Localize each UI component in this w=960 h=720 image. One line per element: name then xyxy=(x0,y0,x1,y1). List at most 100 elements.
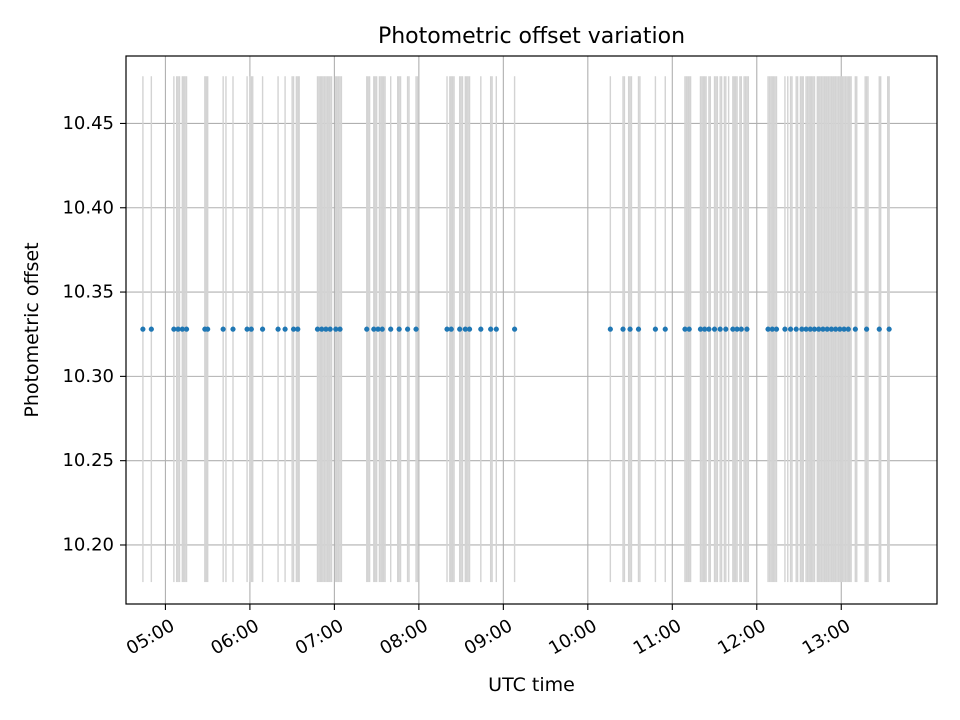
data-point xyxy=(627,326,633,332)
data-point xyxy=(282,326,288,332)
data-point xyxy=(333,326,339,332)
data-point xyxy=(717,326,723,332)
data-point xyxy=(607,326,613,332)
data-point xyxy=(457,326,463,332)
observation-band xyxy=(384,76,386,583)
data-point xyxy=(364,326,370,332)
data-point xyxy=(488,326,494,332)
data-point xyxy=(706,326,712,332)
data-point xyxy=(824,326,830,332)
chart-title: Photometric offset variation xyxy=(378,24,685,49)
observation-band xyxy=(743,76,745,583)
data-point xyxy=(769,326,775,332)
data-point xyxy=(404,326,411,332)
observation-band xyxy=(727,76,730,583)
data-point xyxy=(462,326,468,332)
y-axis-ticks: 10.20 10.25 10.30 10.35 10.40 10.45 xyxy=(62,113,126,555)
observation-band xyxy=(453,76,455,583)
data-point xyxy=(833,326,839,332)
y-tick-label: 10.45 xyxy=(62,113,114,134)
data-point xyxy=(413,326,419,332)
data-point xyxy=(478,326,484,332)
data-point xyxy=(807,326,813,332)
data-point xyxy=(841,326,847,332)
data-point xyxy=(388,326,394,332)
data-point xyxy=(864,326,870,332)
data-point xyxy=(148,326,154,332)
data-point xyxy=(803,326,809,332)
data-point xyxy=(371,326,377,332)
data-point xyxy=(493,326,499,332)
data-point xyxy=(662,326,668,332)
data-point xyxy=(845,326,851,332)
data-point xyxy=(782,326,788,332)
data-point xyxy=(175,326,181,332)
data-point xyxy=(686,326,692,332)
data-point xyxy=(886,326,892,332)
data-point xyxy=(375,326,381,332)
data-point xyxy=(230,326,236,332)
y-tick-label: 10.35 xyxy=(62,282,114,303)
data-point xyxy=(765,326,771,332)
data-point xyxy=(259,326,266,332)
data-point xyxy=(652,326,659,332)
data-point xyxy=(244,326,250,332)
data-point xyxy=(337,326,343,332)
data-point xyxy=(828,326,835,332)
data-point xyxy=(773,326,780,332)
observation-band xyxy=(716,76,719,583)
data-point xyxy=(179,326,185,332)
y-tick-label: 10.20 xyxy=(62,534,114,555)
observation-band xyxy=(850,76,852,583)
data-point xyxy=(635,326,642,332)
data-point xyxy=(787,326,794,332)
data-point xyxy=(448,326,454,332)
data-point xyxy=(323,326,329,332)
data-point xyxy=(205,326,211,332)
data-point xyxy=(379,326,385,332)
y-tick-label: 10.30 xyxy=(62,366,114,387)
observation-band xyxy=(461,76,464,583)
data-point xyxy=(314,326,321,332)
data-point xyxy=(319,326,325,332)
data-point xyxy=(734,326,740,332)
data-point xyxy=(837,326,843,332)
data-point xyxy=(852,326,858,332)
data-point xyxy=(327,326,333,332)
data-point xyxy=(876,326,882,332)
data-point xyxy=(220,326,226,332)
y-tick-label: 10.40 xyxy=(62,197,114,218)
data-point xyxy=(723,326,729,332)
y-axis-label: Photometric offset xyxy=(21,242,43,417)
data-point xyxy=(248,326,254,332)
data-point xyxy=(697,326,704,332)
data-point xyxy=(140,326,146,332)
data-point xyxy=(682,326,688,332)
data-point xyxy=(295,326,301,332)
x-axis-label: UTC time xyxy=(488,674,575,696)
plot-area-frame xyxy=(125,55,938,605)
observation-band xyxy=(787,76,789,583)
data-point xyxy=(702,326,708,332)
data-point xyxy=(466,326,473,332)
data-point xyxy=(711,326,718,332)
data-point xyxy=(820,326,826,332)
data-point xyxy=(444,326,450,332)
data-point xyxy=(620,326,626,332)
data-point xyxy=(811,326,818,332)
data-point xyxy=(793,326,799,332)
data-point xyxy=(738,326,744,332)
observation-band xyxy=(368,76,371,583)
data-point xyxy=(730,326,736,332)
y-tick-label: 10.25 xyxy=(62,450,114,471)
data-point xyxy=(290,326,297,332)
data-point xyxy=(816,326,822,332)
observation-band xyxy=(225,76,227,583)
data-point xyxy=(171,326,177,332)
data-point xyxy=(799,326,805,332)
data-points xyxy=(140,326,892,332)
data-point xyxy=(744,326,750,332)
data-point xyxy=(183,326,190,332)
